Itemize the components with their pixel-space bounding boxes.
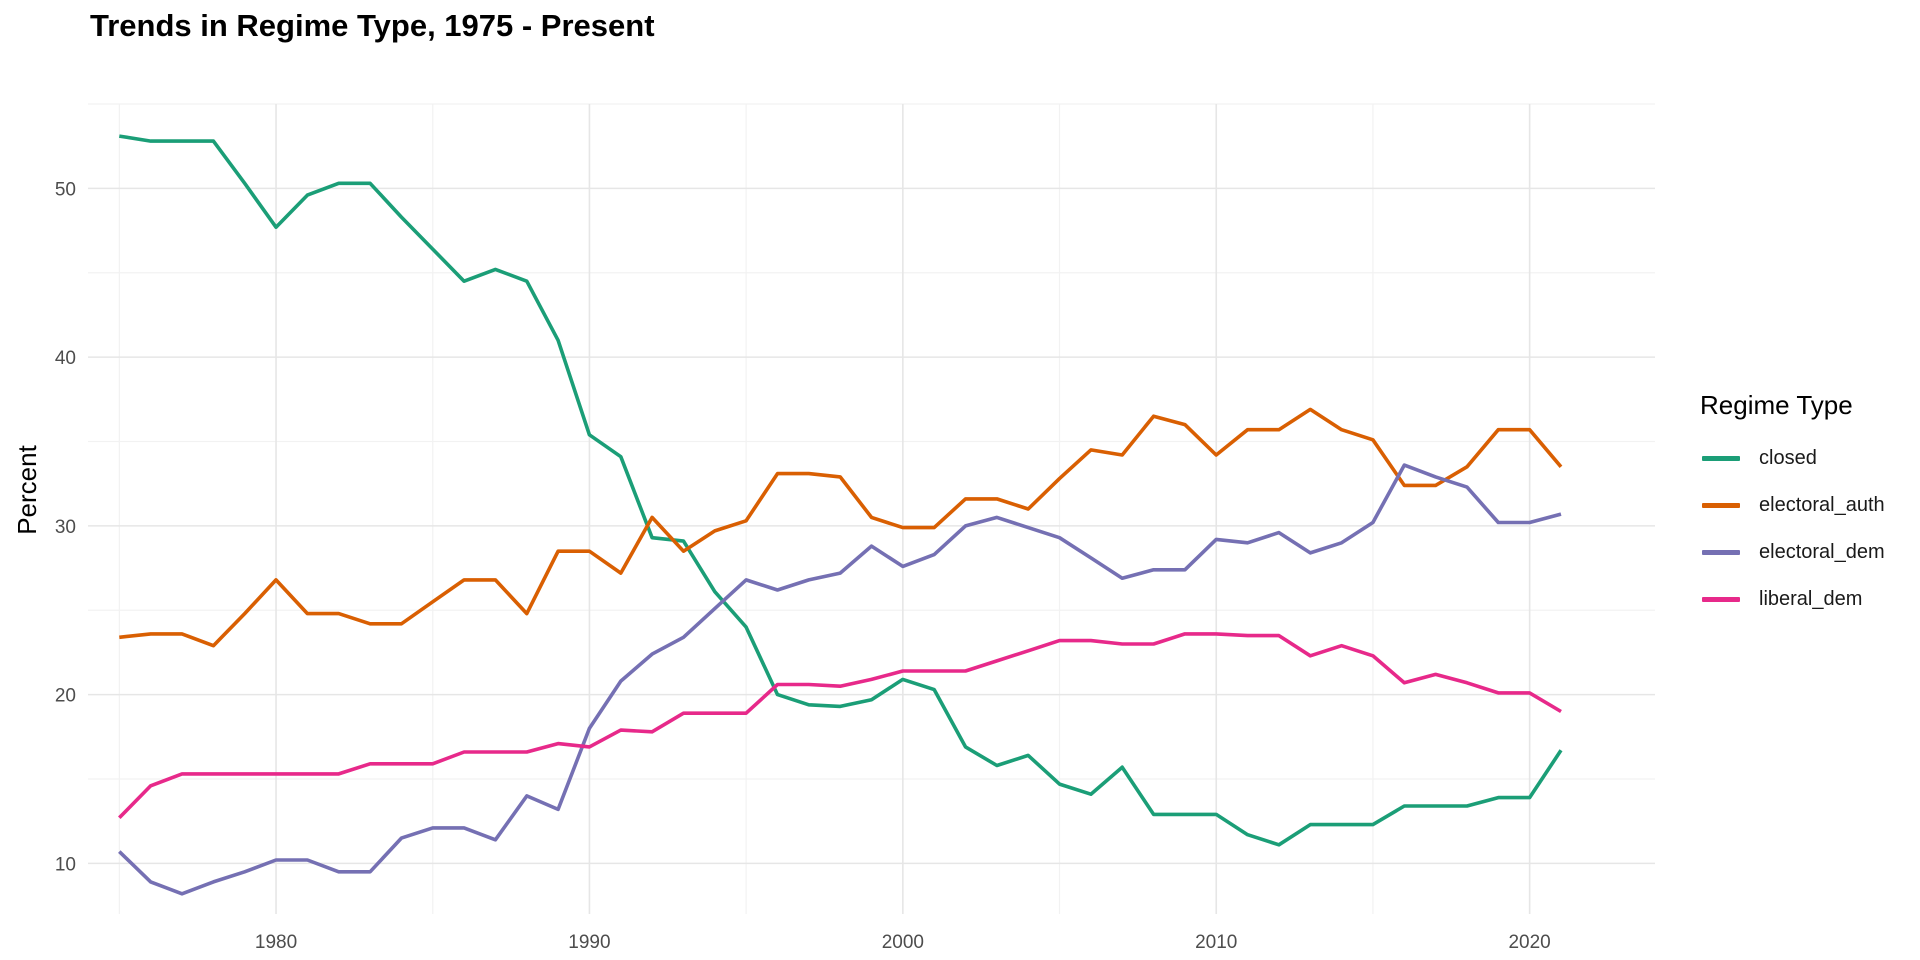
legend-label-electoral-auth: electoral_auth — [1759, 494, 1885, 516]
x-tick-labels: 1980 1990 2000 2010 2020 — [255, 932, 1551, 953]
x-tick-label: 1980 — [255, 932, 297, 953]
y-tick-label: 40 — [55, 348, 76, 369]
x-tick-label: 2000 — [882, 932, 924, 953]
y-axis-label: Percent — [12, 444, 42, 534]
minor-gridlines — [88, 103, 1655, 914]
legend-label-closed: closed — [1759, 447, 1817, 469]
series-line-liberal-dem — [118, 632, 1562, 820]
legend-item-electoral-auth: electoral_auth — [1700, 482, 1910, 529]
x-tick-label: 2010 — [1195, 932, 1237, 953]
legend-label-electoral-dem: electoral_dem — [1759, 541, 1885, 563]
legend-label-liberal-dem: liberal_dem — [1759, 588, 1863, 610]
legend-key-electoral-auth — [1702, 503, 1740, 508]
y-tick-label: 20 — [55, 686, 76, 707]
x-tick-label: 2020 — [1508, 932, 1550, 953]
legend-title: Regime Type — [1700, 390, 1853, 420]
chart-title: Trends in Regime Type, 1975 - Present — [90, 8, 655, 43]
y-tick-label: 30 — [55, 517, 76, 538]
series-line-closed — [119, 134, 1563, 847]
series-line-electoral-auth — [119, 407, 1563, 648]
x-tick-label: 1990 — [568, 932, 610, 953]
y-tick-label: 50 — [55, 179, 76, 200]
legend-item-electoral-dem: electoral_dem — [1700, 529, 1910, 576]
legend-key-electoral-dem — [1702, 550, 1740, 555]
legend: Regime Type closed electoral_auth electo… — [1700, 390, 1910, 623]
legend-item-closed: closed — [1700, 435, 1910, 482]
legend-key-liberal-dem — [1702, 597, 1740, 602]
y-tick-labels: 10 20 30 40 50 — [55, 179, 76, 875]
major-gridlines — [88, 104, 1655, 914]
y-tick-label: 10 — [55, 854, 76, 875]
series-line-electoral-dem — [118, 463, 1562, 896]
legend-key-closed — [1702, 456, 1740, 461]
legend-item-liberal-dem: liberal_dem — [1700, 576, 1910, 623]
series-lines — [118, 134, 1563, 896]
